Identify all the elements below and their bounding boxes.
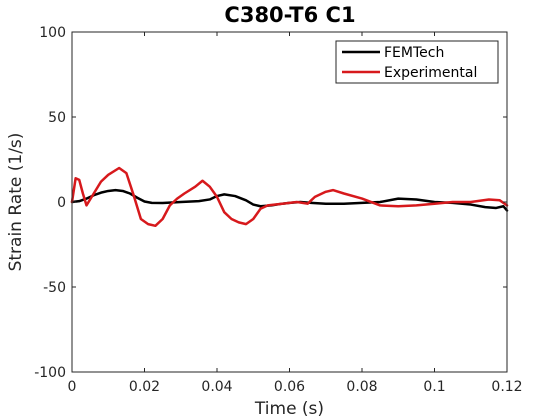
legend-label-femtech: FEMTech xyxy=(384,45,444,61)
x-axis: 0 0.02 0.04 0.06 0.08 0.1 0.12 xyxy=(68,32,523,395)
x-tick-label: 0.06 xyxy=(274,379,305,395)
x-tick-label: 0.04 xyxy=(201,379,232,395)
y-axis: -100 -50 0 50 100 xyxy=(34,25,507,381)
x-axis-label: Time (s) xyxy=(254,399,324,419)
chart-title: C380-T6 C1 xyxy=(224,3,355,27)
x-tick-label: 0.1 xyxy=(423,379,445,395)
legend-label-experimental: Experimental xyxy=(384,65,477,81)
x-tick-label: 0.12 xyxy=(491,379,522,395)
y-tick-label: 0 xyxy=(57,195,66,211)
y-axis-label: Strain Rate (1/s) xyxy=(6,133,26,272)
x-tick-label: 0.08 xyxy=(346,379,377,395)
legend-box xyxy=(335,40,499,84)
series-line-experimental xyxy=(70,166,509,228)
y-tick-label: 100 xyxy=(39,25,66,41)
x-tick-label: 0 xyxy=(68,379,77,395)
legend: FEMTech Experimental xyxy=(335,40,499,84)
series-lines xyxy=(70,166,509,228)
plot-area: 0 0.02 0.04 0.06 0.08 0.1 0.12 -100 -50 0 50 100 xyxy=(34,25,522,395)
series-line-femtech xyxy=(70,188,509,212)
y-tick-label: -100 xyxy=(34,365,66,381)
y-tick-label: -50 xyxy=(43,280,66,296)
x-tick-label: 0.02 xyxy=(129,379,160,395)
y-tick-label: 50 xyxy=(48,110,66,126)
